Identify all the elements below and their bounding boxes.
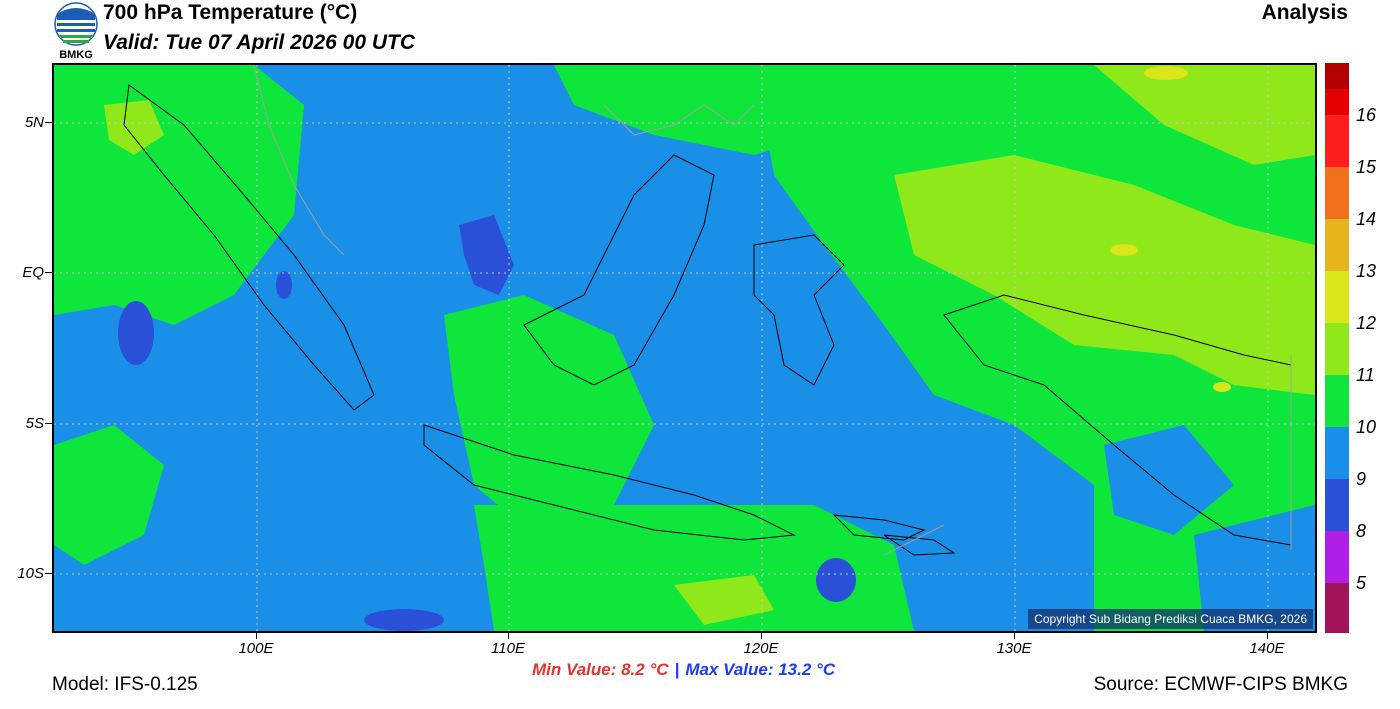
legend-swatch: [1325, 427, 1349, 479]
lat-label-10s: 10S: [17, 565, 44, 582]
lon-label-120e: 120E: [743, 640, 779, 657]
lat-tick: [45, 272, 52, 273]
legend-swatch: [1325, 375, 1349, 427]
legend-swatch: [1325, 271, 1349, 323]
temperature-field: [54, 65, 1315, 631]
legend-label: 15: [1356, 157, 1377, 177]
chart-title: 700 hPa Temperature (°C): [103, 1, 358, 24]
min-max-values: Min Value: 8.2 °C | Max Value: 13.2 °C: [532, 660, 835, 680]
lon-tick: [761, 633, 762, 639]
legend-swatch: [1325, 219, 1349, 271]
analysis-label: Analysis: [1261, 1, 1348, 24]
legend-label: 14: [1356, 209, 1377, 229]
legend-swatch: [1325, 531, 1349, 583]
lat-label-5s: 5S: [25, 415, 44, 432]
bmkg-logo: BMKG: [54, 2, 98, 60]
legend-swatch: [1325, 63, 1349, 89]
lat-label-eq: EQ: [22, 264, 44, 281]
lon-label-130e: 130E: [996, 640, 1032, 657]
legend-swatch: [1325, 583, 1349, 633]
min-value: Min Value: 8.2 °C: [532, 660, 669, 679]
separator: |: [674, 660, 680, 679]
legend-swatch: [1325, 167, 1349, 219]
lon-tick: [1014, 633, 1015, 639]
model-label: Model: IFS-0.125: [52, 674, 198, 695]
lon-label-110e: 110E: [491, 640, 525, 657]
lat-label-5n: 5N: [24, 114, 44, 131]
source-label: Source: ECMWF-CIPS BMKG: [1093, 674, 1348, 695]
legend-swatch: [1325, 323, 1349, 375]
legend-swatch: [1325, 479, 1349, 531]
legend-label: 9: [1356, 469, 1367, 489]
valid-time: Valid: Tue 07 April 2026 00 UTC: [103, 31, 416, 54]
legend-swatch: [1325, 115, 1349, 167]
lon-label-140e: 140E: [1249, 640, 1285, 657]
legend-label: 12: [1356, 313, 1377, 333]
lat-tick: [45, 423, 52, 424]
lon-label-100e: 100E: [238, 640, 274, 657]
legend-label: 11: [1356, 365, 1375, 385]
lon-tick: [256, 633, 257, 639]
legend-label: 8: [1356, 521, 1367, 541]
legend-label: 16: [1356, 105, 1377, 125]
svg-text:BMKG: BMKG: [59, 49, 93, 60]
color-scale-legend: [1325, 63, 1349, 633]
legend-label: 5: [1356, 573, 1367, 593]
legend-label: 10: [1356, 417, 1377, 437]
lon-tick: [1267, 633, 1268, 639]
max-value: Max Value: 13.2 °C: [685, 660, 836, 679]
lon-tick: [508, 633, 509, 639]
legend-label: 13: [1356, 261, 1377, 281]
lat-tick: [45, 122, 52, 123]
lat-tick: [45, 573, 52, 574]
temperature-map: Copyright Sub Bidang Prediksi Cuaca BMKG…: [52, 63, 1317, 633]
legend-swatch: [1325, 89, 1349, 115]
copyright-notice: Copyright Sub Bidang Prediksi Cuaca BMKG…: [1028, 609, 1313, 629]
